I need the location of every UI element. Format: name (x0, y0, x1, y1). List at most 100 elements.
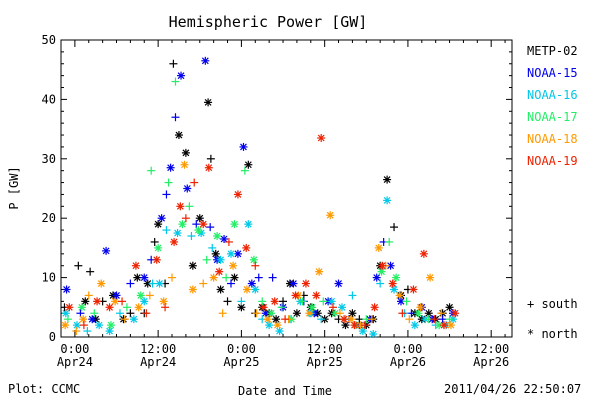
data-point (129, 315, 138, 324)
data-point (105, 303, 114, 312)
data-point (140, 273, 149, 282)
data-point (233, 249, 242, 258)
plot-source: Plot: CCMC (8, 382, 81, 396)
data-point (244, 220, 253, 229)
data-point (242, 285, 251, 294)
data-point (258, 297, 267, 306)
data-point (173, 229, 182, 238)
data-point (229, 261, 238, 270)
data-point (291, 291, 300, 300)
data-point (118, 297, 127, 306)
data-point (340, 315, 349, 324)
data-point (240, 166, 249, 175)
data-point (398, 309, 407, 318)
y-tick-label: 10 (42, 271, 56, 285)
data-point (86, 267, 95, 276)
data-point (348, 291, 357, 300)
data-point (93, 297, 102, 306)
data-point (438, 315, 447, 324)
data-point (126, 279, 135, 288)
data-point (319, 297, 328, 306)
data-point (242, 243, 251, 252)
data-point (277, 303, 286, 312)
data-point (61, 309, 70, 318)
data-point (390, 223, 399, 232)
legend-item: NOAA-17 (527, 110, 578, 124)
data-point (350, 321, 359, 330)
data-point (63, 315, 72, 324)
data-point (315, 267, 324, 276)
data-point (222, 273, 231, 282)
data-point (169, 59, 178, 68)
plot-frame (60, 39, 513, 338)
data-point (159, 297, 168, 306)
data-point (145, 291, 154, 300)
data-point (254, 273, 263, 282)
data-point (181, 214, 190, 223)
data-point (201, 56, 210, 65)
data-point (74, 261, 83, 270)
plot-axes: 010203040500:00Apr2412:00Apr240:00Apr251… (42, 33, 513, 369)
legend-item: NOAA-19 (527, 154, 578, 168)
data-point (220, 234, 229, 243)
data-point (206, 154, 215, 163)
data-point (213, 232, 222, 241)
y-axis-label: P [GW] (7, 166, 21, 209)
data-point (226, 249, 235, 258)
data-point (174, 131, 183, 140)
data-point (190, 178, 199, 187)
data-point (388, 279, 397, 288)
data-point (126, 309, 135, 318)
data-point (199, 220, 208, 229)
data-point (178, 220, 187, 229)
x-tick-time: 12:00 (473, 342, 509, 356)
data-point (440, 321, 449, 330)
data-point (209, 273, 218, 282)
data-point (416, 303, 425, 312)
data-point (84, 291, 93, 300)
data-point (204, 98, 213, 107)
x-tick-date: Apr24 (57, 355, 93, 369)
data-point (273, 321, 282, 330)
data-point (115, 309, 124, 318)
data-point (105, 327, 114, 336)
x-axis-label: Date and Time (238, 384, 332, 398)
data-point (111, 297, 120, 306)
data-point (270, 297, 279, 306)
data-point (83, 327, 92, 336)
data-point (168, 273, 177, 282)
data-point (171, 77, 180, 86)
data-point (249, 255, 258, 264)
data-point (281, 315, 290, 324)
chart-title: Hemispheric Power [GW] (169, 13, 368, 31)
data-point (237, 297, 246, 306)
data-point (199, 279, 208, 288)
data-point (430, 315, 439, 324)
y-tick-label: 50 (42, 33, 56, 47)
data-point (326, 211, 335, 220)
x-tick-time: 12:00 (307, 342, 343, 356)
data-point (230, 220, 239, 229)
data-point (370, 303, 379, 312)
data-point (407, 309, 416, 318)
data-point (147, 166, 156, 175)
x-tick-time: 0:00 (227, 342, 256, 356)
data-point (312, 291, 321, 300)
data-point (224, 237, 233, 246)
data-point (106, 321, 115, 330)
data-point (247, 279, 256, 288)
data-point (97, 279, 106, 288)
x-tick-date: Apr26 (390, 355, 426, 369)
data-point (79, 321, 88, 330)
data-point (131, 261, 140, 270)
legend-item: METP-02 (527, 44, 578, 58)
data-point (451, 309, 460, 318)
data-point (437, 309, 446, 318)
data-point (185, 202, 194, 211)
data-point (252, 309, 261, 318)
legend-item: NOAA-18 (527, 132, 578, 146)
x-tick-time: 12:00 (140, 342, 176, 356)
data-point (77, 303, 86, 312)
data-point (305, 309, 314, 318)
